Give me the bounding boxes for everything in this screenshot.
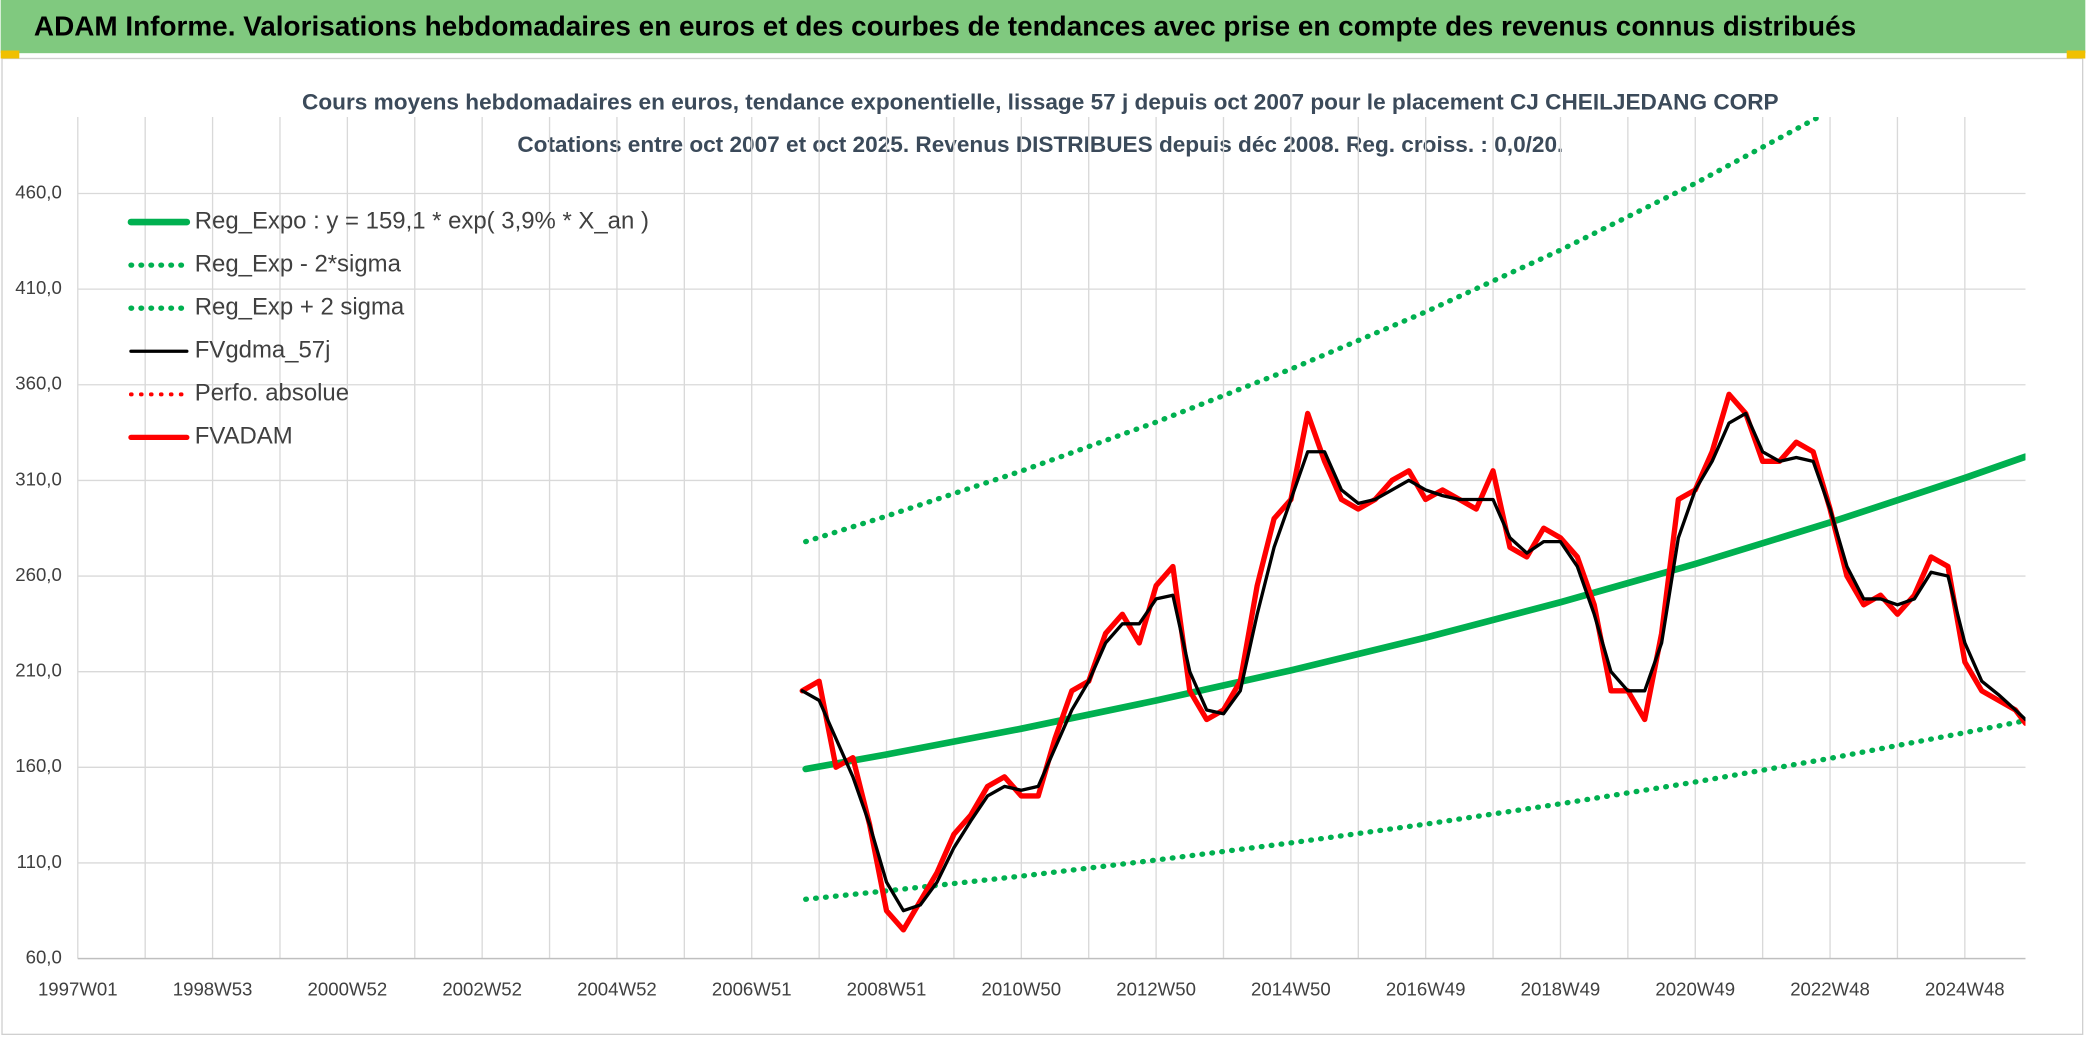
y-tick-label: 410,0 [15,277,62,298]
x-tick-label: 1998W53 [173,978,253,999]
x-tick-label: 2000W52 [308,978,388,999]
corner-mark [2066,50,2086,59]
header-band [0,0,2086,54]
x-tick-label: 2016W49 [1386,978,1466,999]
legend-label: Perfo. absolue [195,380,349,407]
legend-label: FVgdma_57j [195,337,331,364]
x-tick-label: 2010W50 [981,978,1061,999]
x-tick-label: 2008W51 [847,978,927,999]
y-tick-label: 310,0 [15,468,62,489]
y-tick-label: 260,0 [15,564,62,585]
x-tick-label: 2004W52 [577,978,657,999]
x-tick-label: 2024W48 [1925,978,2005,999]
legend-label: Reg_Exp - 2*sigma [195,250,402,277]
legend: Reg_Expo : y = 159,1 * exp( 3,9% * X_an … [127,207,649,450]
y-tick-label: 110,0 [17,851,62,872]
legend-label: Reg_Expo : y = 159,1 * exp( 3,9% * X_an … [195,207,649,234]
legend-label: Reg_Exp + 2 sigma [195,294,405,321]
chart-border [1,57,2084,1036]
y-tick-label: 60,0 [26,946,62,967]
legend-label: FVADAM [195,423,293,450]
plot [799,116,2026,933]
page-title: ADAM Informe. Valorisations hebdomadaire… [34,10,1856,41]
series-line [803,116,1825,545]
grid: 60,0 110,0 160,0 210,0 260,0 310,0 360,0 410,0 4… [15,116,2026,999]
x-tick-label: 2002W52 [442,978,522,999]
x-tick-label: 2012W50 [1116,978,1196,999]
y-tick-label: 160,0 [15,755,62,776]
y-tick-label: 460,0 [15,181,62,202]
x-tick-label: 1997W01 [38,978,118,999]
x-tick-label: 2014W50 [1251,978,1331,999]
y-tick-label: 210,0 [15,660,62,681]
x-tick-label: 2006W51 [712,978,792,999]
corner-mark [0,50,20,59]
x-tick-label: 2018W49 [1521,978,1601,999]
series-line [803,717,2026,902]
y-tick-label: 360,0 [15,373,62,394]
series-line [800,411,2026,913]
series-line [802,453,2026,773]
x-tick-label: 2022W48 [1790,978,1870,999]
chart-subtitle: Cotations entre oct 2007 et oct 2025. Re… [517,132,1563,157]
x-tick-label: 2020W49 [1655,978,1735,999]
chart-subtitle: Cours moyens hebdomadaires en euros, ten… [302,90,1779,115]
